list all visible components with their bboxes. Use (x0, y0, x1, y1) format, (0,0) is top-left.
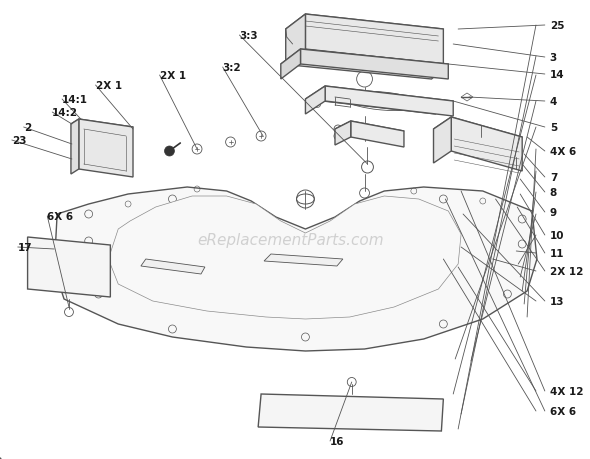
Polygon shape (451, 118, 522, 172)
Polygon shape (141, 259, 205, 274)
Polygon shape (335, 122, 404, 140)
Text: eReplacementParts.com: eReplacementParts.com (197, 232, 384, 247)
Polygon shape (264, 254, 343, 266)
Polygon shape (79, 120, 133, 178)
Polygon shape (306, 15, 443, 65)
Polygon shape (71, 120, 79, 174)
Text: 14: 14 (550, 70, 565, 80)
Polygon shape (434, 118, 522, 150)
Polygon shape (258, 394, 443, 431)
Polygon shape (109, 196, 461, 319)
Text: 9: 9 (550, 207, 557, 218)
Polygon shape (325, 87, 453, 117)
Text: 10: 10 (550, 230, 564, 241)
Polygon shape (306, 87, 453, 115)
Text: 25: 25 (550, 21, 564, 31)
Text: 3:2: 3:2 (222, 63, 241, 73)
Text: 5: 5 (550, 123, 557, 133)
Text: 2X 1: 2X 1 (96, 81, 122, 91)
Polygon shape (28, 237, 110, 297)
Text: 4X 12: 4X 12 (550, 386, 584, 396)
Text: 16: 16 (330, 436, 345, 446)
Polygon shape (350, 122, 404, 148)
Polygon shape (300, 50, 448, 80)
Text: 4: 4 (550, 97, 557, 107)
Text: 14:2: 14:2 (53, 108, 78, 118)
Text: 6X 6: 6X 6 (550, 406, 576, 416)
Text: 4X 6: 4X 6 (550, 147, 576, 157)
Text: 7: 7 (550, 173, 557, 183)
Text: 13: 13 (550, 297, 564, 306)
Text: 8: 8 (550, 188, 557, 197)
Text: 2X 1: 2X 1 (160, 71, 186, 81)
Polygon shape (281, 50, 448, 80)
Polygon shape (54, 188, 537, 351)
Polygon shape (335, 122, 350, 146)
Text: 23: 23 (12, 136, 27, 146)
Text: 14:1: 14:1 (62, 95, 88, 105)
Text: 17: 17 (18, 242, 32, 252)
Polygon shape (434, 118, 451, 164)
Text: 2X 12: 2X 12 (550, 266, 583, 276)
Polygon shape (281, 50, 300, 80)
Polygon shape (286, 15, 306, 65)
Polygon shape (286, 15, 443, 45)
Text: 3:3: 3:3 (240, 31, 258, 41)
Polygon shape (71, 120, 133, 133)
Text: 2: 2 (24, 123, 31, 133)
Text: 3: 3 (550, 53, 557, 63)
Text: 6X 6: 6X 6 (47, 212, 73, 222)
Circle shape (165, 147, 175, 157)
Polygon shape (306, 87, 325, 115)
Text: 11: 11 (550, 248, 564, 258)
